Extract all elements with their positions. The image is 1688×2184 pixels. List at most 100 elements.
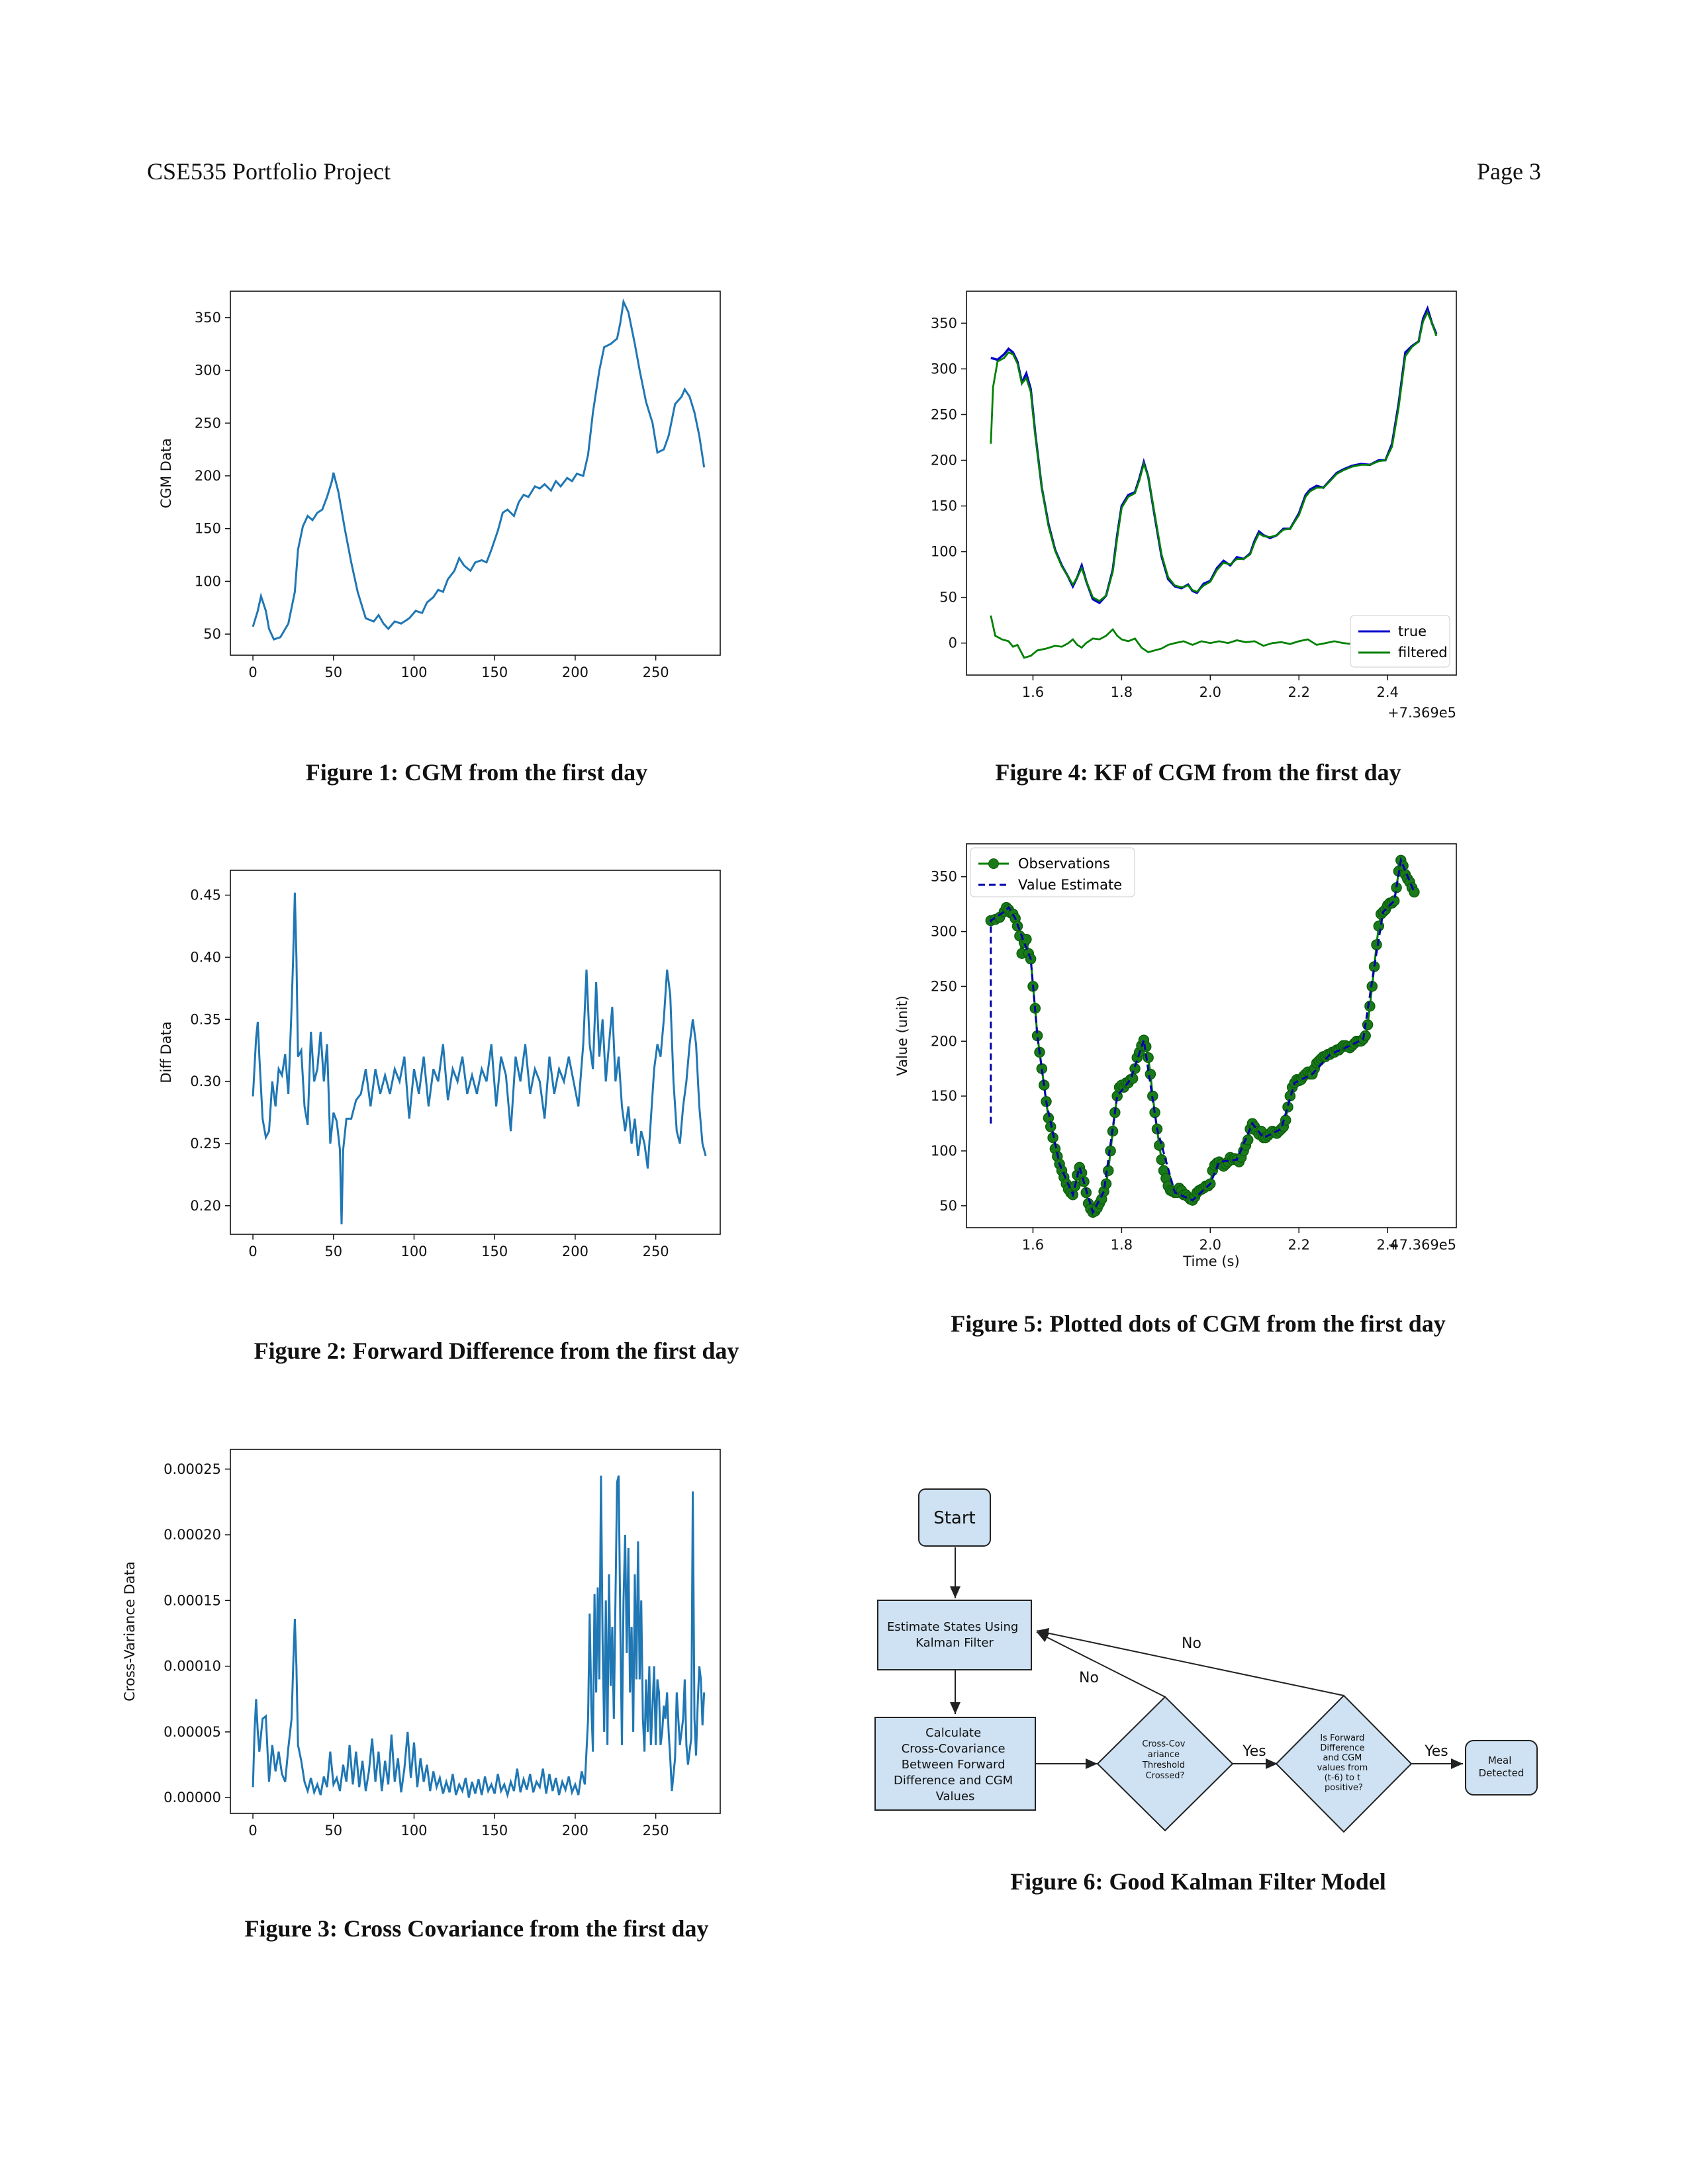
meal-line-2: Detected — [1479, 1767, 1524, 1779]
fig5-xlabel: Time (s) — [1182, 1253, 1239, 1269]
decision2-line-6: positive? — [1325, 1783, 1363, 1793]
fig5-ytick-label: 350 — [931, 869, 957, 885]
estimate-line-1: Estimate States Using — [887, 1620, 1018, 1634]
fig4-xtick-label: 2.4 — [1376, 684, 1398, 700]
fig5-xtick-label: 1.8 — [1111, 1237, 1133, 1253]
fig5-plot-area — [985, 854, 1420, 1218]
fig5-xtick-label: 1.6 — [1022, 1237, 1044, 1253]
fig4-series-filtered — [990, 310, 1438, 602]
fig2-plot-area — [252, 892, 707, 1225]
no-label-decision2: No — [1182, 1635, 1201, 1652]
fig1-axes: 0 50 100 150 200 250 50 100 150 200 250 300 350 CGM D… — [158, 310, 669, 680]
fig1-plot-area — [252, 298, 706, 641]
fig1-ylabel: CGM Data — [158, 438, 174, 508]
fig1-series-line — [252, 298, 706, 641]
fig1-xtick-label: 50 — [324, 664, 342, 680]
fig2-ytick-label: 0.40 — [190, 949, 221, 965]
fig1-ytick-label: 150 — [195, 521, 221, 537]
decision2-line-4: values from — [1317, 1763, 1368, 1773]
fig3-plot-frame — [230, 1449, 721, 1814]
fig1-ytick-label: 300 — [195, 363, 221, 379]
start-node: Start — [918, 1488, 991, 1547]
fig4-ytick-label: 50 — [939, 590, 957, 606]
svg-text:Estimate States Using Ka: Estimate States Using Kalman Filter — [887, 1620, 1022, 1650]
fig1-ytick-label: 250 — [195, 415, 221, 431]
decision1-line-3: Threshold — [1142, 1760, 1185, 1770]
fig4-xtick-label: 1.6 — [1022, 684, 1044, 700]
fig4-legend-label: filtered — [1398, 645, 1448, 660]
fig4-ytick-label: 200 — [931, 452, 957, 468]
fig5-ylabel: Value (unit) — [894, 995, 910, 1075]
fig1-plot-frame — [230, 291, 721, 656]
fig5-ytick-label: 100 — [931, 1143, 957, 1159]
fig2-ytick-label: 0.30 — [190, 1073, 221, 1089]
fig4-ytick-label: 350 — [931, 315, 957, 331]
fig5-xtick-label: 2.2 — [1288, 1237, 1310, 1253]
calculate-cross-covariance-node: Calculate Cross-Covariance Between Forwa… — [874, 1717, 1036, 1811]
fig3-ytick-label: 0.00010 — [164, 1659, 221, 1674]
fig3-ytick-label: 0.00000 — [164, 1790, 221, 1805]
fig4-ytick-label: 0 — [949, 635, 957, 651]
figure-4-caption: Figure 4: KF of CGM from the first day — [995, 759, 1401, 786]
decision2-line-2: Difference — [1320, 1743, 1364, 1753]
fig3-ytick-label: 0.00015 — [164, 1592, 221, 1608]
estimate-states-node: Estimate States Using Kalman Filter — [877, 1600, 1032, 1670]
fig5-observation-point — [1282, 1101, 1293, 1113]
fig5-legend-marker-observations — [988, 858, 999, 869]
decision2-line-1: Is Forward — [1320, 1733, 1364, 1743]
fig5-legend-label: Observations — [1018, 856, 1110, 872]
fig5-axes: 1.6 1.8 2.0 2.2 2.4 50 100 150 200 250 300 350 Value… — [894, 869, 1456, 1269]
fig3-ytick-label: 0.00025 — [164, 1461, 221, 1477]
start-label: Start — [933, 1508, 976, 1528]
figure-6-caption: Figure 6: Good Kalman Filter Model — [1010, 1868, 1386, 1895]
fig3-xtick-label: 0 — [248, 1823, 257, 1839]
fig5-ytick-label: 50 — [939, 1198, 957, 1214]
running-header-page: Page 3 — [1477, 158, 1541, 185]
fig4-legend-label: true — [1398, 623, 1427, 639]
fig2-ytick-label: 0.25 — [190, 1136, 221, 1152]
figure-1-cgm-chart: 0 50 100 150 200 250 50 100 150 200 250 300 350 CGM D… — [158, 291, 721, 680]
svg-text:Calculate Cross-Covarian: Calculate Cross-Covariance Between Forwa… — [894, 1726, 1017, 1803]
fig2-xtick-label: 150 — [481, 1244, 508, 1259]
fig4-axes: 1.6 1.8 2.0 2.2 2.4 0 50 100 150 200 250 300 350 +7.3… — [931, 315, 1456, 721]
fig5-observation-point — [1021, 933, 1032, 945]
fig2-axes: 0 50 100 150 200 250 0.20 0.25 0.30 0.35 0.40 0.45 D… — [158, 887, 669, 1259]
fig3-series-line — [252, 1475, 706, 1799]
fig5-ytick-label: 150 — [931, 1088, 957, 1104]
fig5-legend: Observations Value Estimate — [970, 847, 1135, 897]
calculate-line-4: Difference and CGM — [894, 1774, 1013, 1788]
fig4-series-residual — [990, 615, 1370, 659]
fig1-ytick-label: 50 — [203, 626, 221, 642]
fig3-xtick-label: 100 — [400, 1823, 427, 1839]
figure-3-cross-covariance-chart: 0 50 100 150 200 250 0.00000 0.00005 0.00010 0.00… — [122, 1449, 721, 1839]
fig2-ytick-label: 0.45 — [190, 887, 221, 903]
fig5-observation-point — [1360, 1030, 1371, 1042]
figure-3-caption: Figure 3: Cross Covariance from the firs… — [244, 1915, 709, 1942]
no-label-decision1: No — [1079, 1670, 1099, 1686]
fig3-xtick-label: 200 — [562, 1823, 588, 1839]
fig3-plot-area — [252, 1475, 706, 1799]
meal-line-1: Meal — [1488, 1754, 1512, 1766]
svg-text:Meal Detected: Meal Detected — [1479, 1754, 1524, 1779]
arrow-decision2-no — [1036, 1627, 1344, 1696]
figure-4-kalman-filter-chart: 1.6 1.8 2.0 2.2 2.4 0 50 100 150 200 250 300 350 +7.3… — [931, 291, 1457, 721]
fig4-plot-area — [990, 305, 1438, 659]
fig4-plot-frame — [966, 291, 1457, 676]
fig1-ytick-label: 350 — [195, 310, 221, 326]
fig2-xtick-label: 250 — [643, 1244, 669, 1259]
calculate-line-2: Cross-Covariance — [902, 1742, 1006, 1756]
fig5-xtick-label: 2.0 — [1199, 1237, 1221, 1253]
arrow-decision1-no — [1036, 1631, 1166, 1698]
fig2-series-line — [252, 892, 707, 1225]
fig3-xtick-label: 250 — [643, 1823, 669, 1839]
fig2-plot-frame — [230, 870, 721, 1235]
fig5-observation-point — [1145, 1068, 1156, 1080]
fig5-xtick-label: 2.4 — [1376, 1237, 1398, 1253]
estimate-line-2: Kalman Filter — [915, 1636, 994, 1650]
fig4-offset-label: +7.369e5 — [1387, 705, 1456, 721]
fig2-xtick-label: 200 — [562, 1244, 588, 1259]
fig2-xtick-label: 50 — [324, 1244, 342, 1259]
fig5-observation-point — [1242, 1134, 1254, 1146]
decision1-line-2: ariance — [1148, 1750, 1180, 1760]
fig3-xtick-label: 50 — [324, 1823, 342, 1839]
